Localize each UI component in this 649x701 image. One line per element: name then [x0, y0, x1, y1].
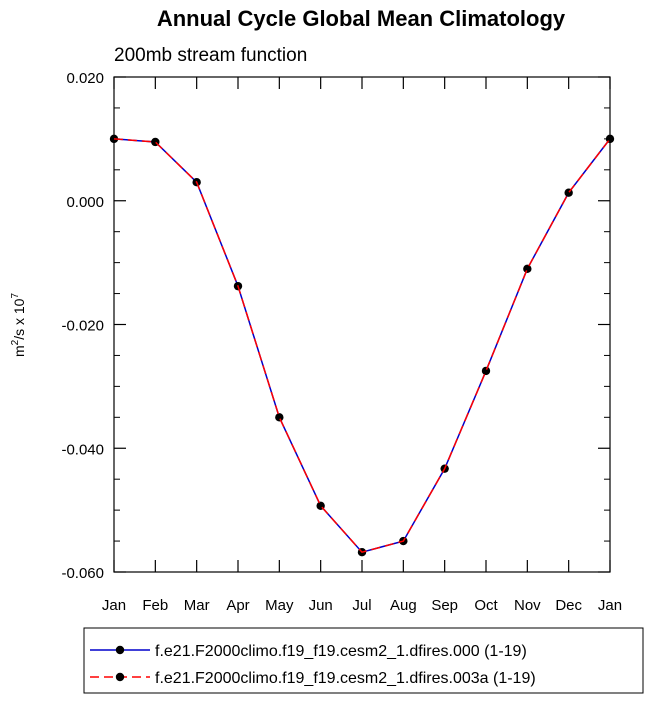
y-axis-label: m2/s x 107 [10, 293, 27, 357]
x-tick-label: Oct [474, 597, 498, 614]
legend-box [83, 627, 644, 694]
x-tick-label: Sep [431, 597, 458, 614]
y-tick-label: -0.020 [61, 318, 104, 335]
plot-frame [113, 76, 611, 573]
series-point [523, 264, 532, 274]
y-axis-label-sup2: 7 [10, 293, 21, 299]
axis-ticks [113, 76, 611, 573]
y-axis-label-sup1: 2 [10, 339, 21, 345]
series-point [481, 366, 491, 376]
x-tick-label: Jan [102, 597, 126, 614]
legend: f.e21.F2000climo.f19_f19.cesm2_1.dfires.… [83, 627, 644, 694]
x-tick-label: Jun [309, 597, 333, 614]
y-tick-label: -0.060 [61, 565, 104, 582]
series-line-1 [113, 138, 611, 554]
plot-area [113, 76, 611, 573]
y-tick-label: 0.020 [66, 70, 104, 87]
x-tick-label: Nov [514, 597, 541, 614]
legend-marker-1 [115, 645, 125, 655]
chart-title: Annual Cycle Global Mean Climatology [157, 6, 566, 31]
series-group [109, 134, 615, 557]
y-tick-label: 0.000 [66, 194, 104, 211]
y-tick-labels: 0.020 0.000 -0.020 -0.040 -0.060 [61, 70, 104, 582]
x-tick-label: Feb [142, 597, 168, 614]
chart-subtitle: 200mb stream function [114, 45, 307, 66]
y-tick-label: -0.040 [61, 441, 104, 458]
y-axis-label-mid: /s x 10 [11, 298, 27, 339]
x-tick-label: Jul [352, 597, 371, 614]
x-tick-label: Aug [390, 597, 417, 614]
x-tick-labels: Jan Feb Mar Apr May Jun Jul Aug Sep Oct Nov Dec Jan [102, 597, 622, 614]
legend-label-2: f.e21.F2000climo.f19_f19.cesm2_1.dfires.… [155, 670, 536, 687]
legend-marker-2 [115, 672, 125, 682]
series-line-2 [113, 138, 611, 554]
legend-label-1: f.e21.F2000climo.f19_f19.cesm2_1.dfires.… [155, 643, 527, 660]
series-point [275, 413, 284, 422]
x-tick-label: Jan [598, 597, 622, 614]
x-tick-label: May [265, 597, 294, 614]
x-tick-label: Mar [184, 597, 210, 614]
y-axis-label-main: m [11, 345, 27, 357]
x-tick-label: Apr [226, 597, 249, 614]
x-tick-label: Dec [555, 597, 582, 614]
